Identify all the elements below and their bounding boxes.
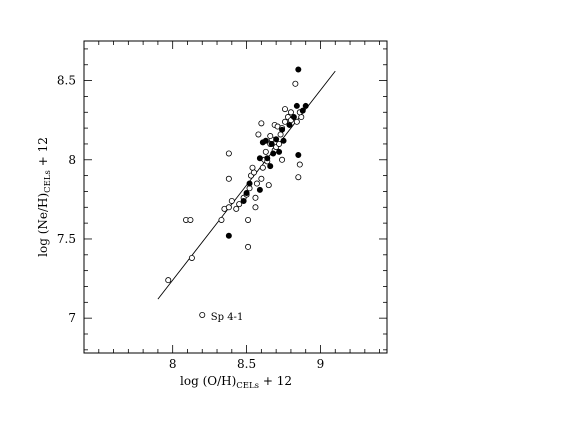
open-point xyxy=(236,201,243,208)
filled-point xyxy=(290,114,297,121)
y-tick-label: 8.5 xyxy=(57,74,76,88)
open-point xyxy=(253,180,260,187)
filled-point xyxy=(286,121,293,128)
x-tick-label: 8.5 xyxy=(237,357,256,371)
filled-point xyxy=(225,232,232,239)
open-point xyxy=(225,175,232,182)
filled-point xyxy=(273,136,280,143)
open-point xyxy=(282,118,289,125)
filled-point xyxy=(267,163,274,170)
open-point xyxy=(282,106,289,113)
y-axis-label-main: log (Ne/H) xyxy=(36,193,50,257)
open-point xyxy=(296,161,303,168)
open-point xyxy=(276,140,283,147)
filled-point xyxy=(295,66,302,73)
filled-point xyxy=(302,102,309,109)
filled-point xyxy=(264,155,271,162)
open-point xyxy=(188,254,195,261)
open-point xyxy=(265,182,272,189)
filled-point xyxy=(299,107,306,114)
open-point xyxy=(245,216,252,223)
x-axis-label: log (O/H)CELs + 12 xyxy=(180,374,292,391)
y-axis-label-suffix: + 12 xyxy=(36,137,50,170)
x-tick-label: 9 xyxy=(317,357,325,371)
filled-point xyxy=(256,155,263,162)
open-point xyxy=(259,164,266,171)
plot-frame xyxy=(83,40,388,354)
y-tick-label: 7 xyxy=(68,311,76,325)
open-point xyxy=(295,174,302,181)
filled-point xyxy=(276,148,283,155)
y-axis-label-subscript: CELs xyxy=(43,170,53,193)
open-point xyxy=(267,133,274,140)
filled-point xyxy=(240,197,247,204)
open-point xyxy=(225,204,232,211)
open-point xyxy=(287,109,294,116)
filled-point xyxy=(280,137,287,144)
open-point xyxy=(258,175,265,182)
open-point xyxy=(165,277,172,284)
filled-point xyxy=(270,150,277,157)
x-axis-label-main: log (O/H) xyxy=(180,374,236,388)
x-tick-label: 8 xyxy=(169,357,177,371)
open-point xyxy=(245,243,252,250)
fit-line xyxy=(157,70,336,300)
filled-point xyxy=(295,152,302,159)
open-point xyxy=(252,204,259,211)
x-axis-label-subscript: CELs xyxy=(236,381,259,391)
y-tick-label: 7.5 xyxy=(57,232,76,246)
annotation-sp4-1: Sp 4-1 xyxy=(211,312,244,323)
filled-point xyxy=(268,140,275,147)
open-point xyxy=(258,120,265,127)
y-axis-label: log (Ne/H)CELs + 12 xyxy=(36,137,53,257)
open-point xyxy=(187,216,194,223)
open-point xyxy=(249,164,256,171)
y-tick-label: 8 xyxy=(68,153,76,167)
open-point xyxy=(293,118,300,125)
filled-point xyxy=(259,139,266,146)
open-point xyxy=(199,311,206,318)
tick-labels: 8 8.5 9 7 7.5 8 8.5 xyxy=(57,74,324,371)
open-point xyxy=(228,197,235,204)
open-circle-series xyxy=(165,80,305,318)
open-point xyxy=(233,205,240,212)
open-point xyxy=(279,156,286,163)
axis-ticks xyxy=(83,41,387,353)
open-point xyxy=(255,131,262,138)
filled-point xyxy=(293,102,300,109)
open-point xyxy=(218,216,225,223)
filled-circle-series xyxy=(225,66,309,239)
filled-point xyxy=(279,126,286,133)
x-axis-label-suffix: + 12 xyxy=(259,374,292,388)
filled-point xyxy=(246,180,253,187)
open-point xyxy=(292,80,299,87)
filled-point xyxy=(256,186,263,193)
filled-point xyxy=(243,190,250,197)
open-point xyxy=(225,150,232,157)
open-point xyxy=(252,194,259,201)
open-point xyxy=(262,148,269,155)
